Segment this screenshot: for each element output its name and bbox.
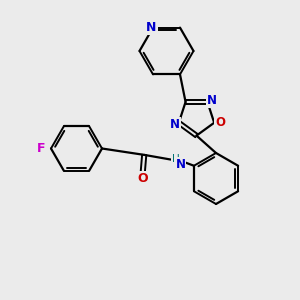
Text: H: H xyxy=(172,154,180,164)
Text: O: O xyxy=(215,116,225,129)
Text: N: N xyxy=(176,158,185,171)
Text: O: O xyxy=(137,172,148,185)
Text: F: F xyxy=(37,142,46,155)
Text: N: N xyxy=(170,118,180,131)
Text: N: N xyxy=(146,21,157,34)
Text: N: N xyxy=(207,94,217,107)
